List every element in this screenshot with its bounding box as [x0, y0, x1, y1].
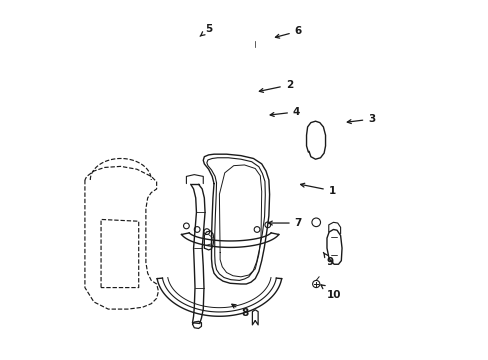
Text: 9: 9	[323, 252, 333, 267]
Text: 5: 5	[200, 24, 212, 36]
Text: 3: 3	[346, 114, 375, 124]
Text: 10: 10	[320, 285, 341, 300]
Text: 2: 2	[259, 80, 292, 93]
Text: 6: 6	[275, 26, 301, 38]
Text: 1: 1	[300, 183, 335, 196]
Text: 4: 4	[269, 107, 300, 117]
Text: 8: 8	[231, 304, 247, 318]
Text: 7: 7	[268, 218, 302, 228]
